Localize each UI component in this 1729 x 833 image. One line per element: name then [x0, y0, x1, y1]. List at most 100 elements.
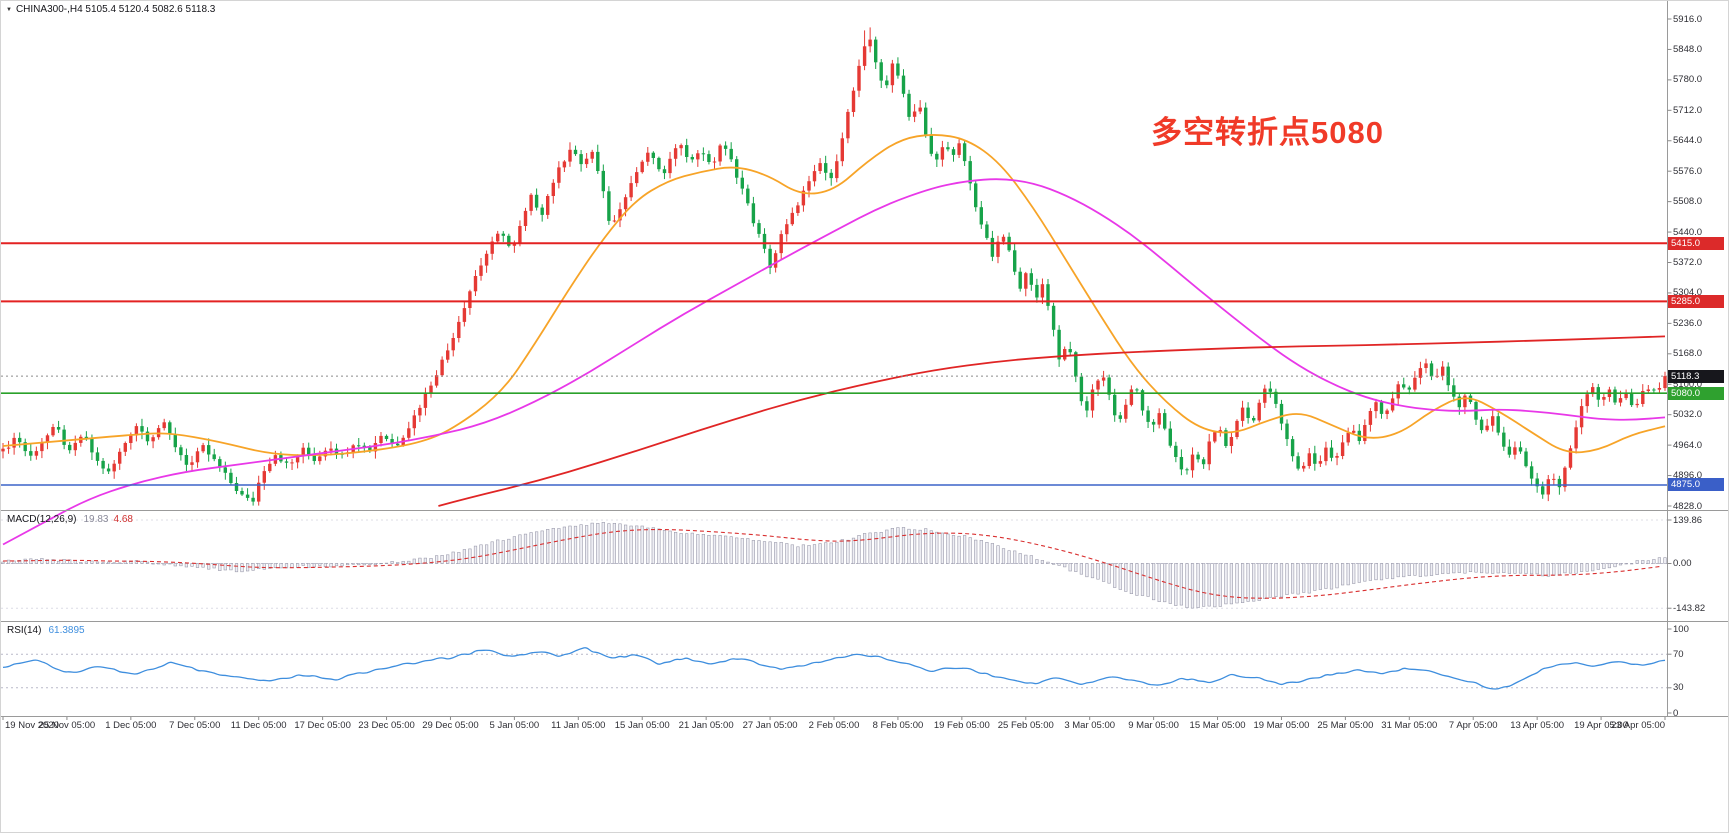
- candle-body: [962, 143, 967, 162]
- macd-histogram-bar: [262, 563, 266, 570]
- price-tick-label: 5236.0: [1673, 317, 1703, 329]
- macd-histogram-bar: [607, 523, 611, 564]
- symbol-header: ▼ CHINA300-,H4 5105.4 5120.4 5082.6 5118…: [6, 4, 215, 15]
- candle-body: [1057, 329, 1061, 360]
- candle-body: [707, 154, 711, 162]
- candle-body: [1124, 404, 1128, 419]
- macd-histogram-bar: [7, 559, 11, 564]
- macd-histogram-bar: [373, 563, 378, 566]
- candle-body: [1090, 389, 1095, 411]
- macd-histogram-bar: [712, 534, 717, 564]
- macd-histogram-bar: [107, 561, 111, 564]
- candle-body: [979, 207, 983, 225]
- candle-body: [62, 429, 66, 445]
- macd-main-value: 19.83: [83, 514, 109, 525]
- candle-body: [1535, 478, 1539, 487]
- candle-body: [1557, 478, 1562, 488]
- rsi-indicator-label: RSI(14) 61.3895: [7, 625, 85, 636]
- candle-body: [701, 153, 706, 155]
- macd-histogram-bar: [1435, 563, 1439, 575]
- macd-histogram-bar: [1252, 563, 1256, 602]
- macd-histogram-bar: [862, 533, 867, 564]
- candle-body: [668, 158, 672, 174]
- candle-body: [1441, 366, 1445, 376]
- candle-body: [990, 237, 995, 257]
- candle-body: [1252, 418, 1256, 421]
- macd-histogram-bar: [1468, 563, 1473, 572]
- candle-body: [896, 63, 900, 76]
- macd-histogram-bar: [1524, 563, 1528, 574]
- macd-histogram-bar: [334, 563, 339, 567]
- macd-histogram-bar: [279, 563, 283, 569]
- candle-body: [1174, 445, 1178, 457]
- horizontal-level-lines: [1, 242, 1668, 486]
- macd-histogram-bar: [1441, 563, 1445, 574]
- candle-body: [835, 161, 839, 179]
- candle-body: [484, 253, 489, 266]
- macd-histogram-bar: [740, 538, 744, 564]
- price-tick-label: 4896.0: [1673, 470, 1703, 482]
- candle-body: [1329, 447, 1334, 458]
- candle-body: [546, 196, 550, 215]
- price-tick-label: 5372.0: [1673, 257, 1703, 268]
- macd-histogram-bar: [1557, 563, 1561, 575]
- price-tick-label: 4964.0: [1673, 439, 1703, 451]
- macd-histogram-bar: [457, 552, 461, 564]
- macd-histogram-bar: [362, 563, 366, 566]
- candle-body: [368, 447, 372, 452]
- macd-histogram-bar: [612, 522, 616, 564]
- macd-histogram-bar: [429, 557, 433, 564]
- candle-body: [612, 220, 617, 222]
- macd-histogram-bar: [540, 530, 544, 564]
- price-tick-label: 5576.0: [1673, 165, 1703, 177]
- time-tick-label: 11 Dec 05:00: [230, 720, 287, 731]
- macd-histogram-bar: [529, 532, 533, 564]
- macd-histogram-bar: [268, 563, 272, 569]
- candle-body: [473, 276, 478, 292]
- candle-body: [729, 148, 733, 160]
- candle-body: [851, 90, 856, 112]
- candle-body: [23, 442, 27, 452]
- macd-histogram-bar: [1196, 563, 1200, 609]
- macd-histogram-bar: [379, 562, 383, 565]
- macd-histogram-bar: [1635, 560, 1639, 564]
- macd-histogram-bar: [1530, 563, 1534, 575]
- macd-histogram-bar: [323, 563, 328, 567]
- price-tick-label: 5304.0: [1673, 287, 1703, 299]
- candle-body: [996, 241, 1000, 257]
- candle-body: [268, 463, 272, 472]
- candle-body: [1151, 421, 1156, 425]
- macd-histogram-bar: [1007, 550, 1011, 564]
- candle-body: [1107, 377, 1111, 395]
- candle-body: [112, 463, 116, 472]
- candle-body: [129, 435, 133, 443]
- ma-line-slow-red: [438, 335, 1666, 507]
- time-tick-label: 19 Nov 2020: [5, 720, 59, 731]
- macd-histogram-bar: [1107, 563, 1111, 584]
- candle-body: [257, 482, 261, 502]
- macd-histogram-bar: [946, 533, 950, 564]
- macd-histogram-bar: [590, 522, 594, 564]
- macd-histogram-bar: [896, 527, 900, 564]
- candle-body: [440, 359, 444, 376]
- macd-histogram-bar: [1341, 563, 1345, 586]
- macd-histogram-bar: [140, 560, 144, 564]
- candle-body: [690, 157, 694, 160]
- candle-body: [712, 161, 717, 163]
- candle-body: [384, 435, 389, 439]
- macd-histogram-bar: [251, 563, 255, 571]
- candle-body: [56, 427, 61, 430]
- candle-body: [1246, 407, 1250, 418]
- candle-body: [84, 436, 89, 439]
- candle-body: [1635, 403, 1639, 406]
- candle-body: [468, 291, 472, 308]
- candle-body: [1629, 393, 1634, 406]
- candle-body: [1168, 428, 1172, 446]
- macd-histogram-bar: [629, 525, 633, 564]
- macd-histogram-bar: [345, 563, 350, 566]
- candle-body: [179, 447, 183, 456]
- macd-histogram-bar: [1291, 563, 1295, 594]
- time-tick-label: 19 Feb 05:00: [933, 720, 990, 731]
- candle-body: [1218, 430, 1222, 433]
